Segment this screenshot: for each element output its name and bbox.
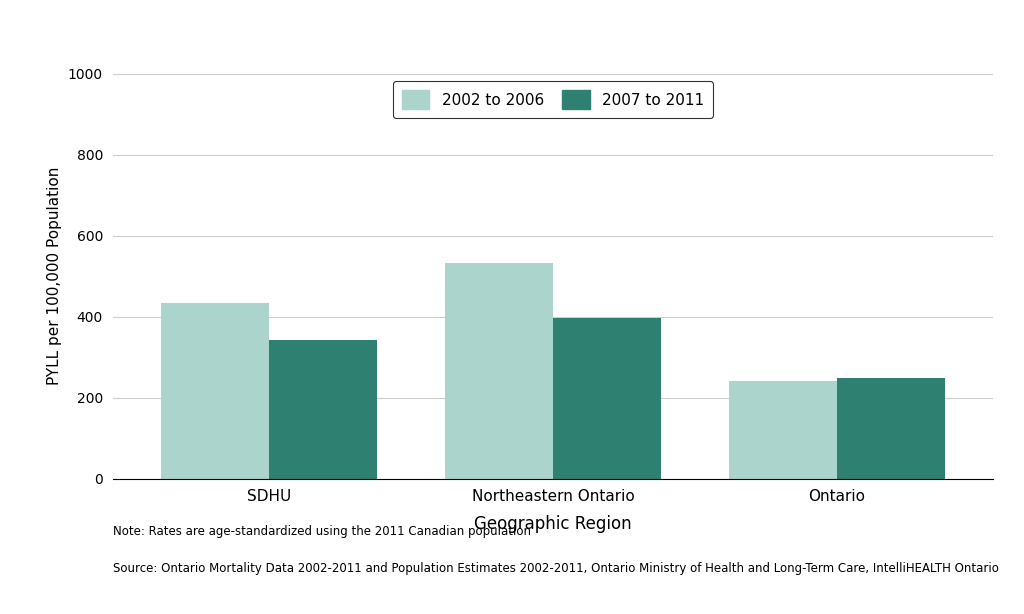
Legend: 2002 to 2006, 2007 to 2011: 2002 to 2006, 2007 to 2011 [393, 81, 713, 119]
Bar [445, 263, 553, 479]
Bar [837, 378, 945, 479]
Y-axis label: PYLL per 100,000 Population: PYLL per 100,000 Population [47, 167, 62, 386]
Text: Source: Ontario Mortality Data 2002-2011 and Population Estimates 2002-2011, Ont: Source: Ontario Mortality Data 2002-2011… [113, 562, 998, 575]
Bar [161, 303, 269, 479]
Bar [553, 317, 660, 479]
Bar [729, 381, 837, 479]
Text: Note: Rates are age-standardized using the 2011 Canadian population: Note: Rates are age-standardized using t… [113, 525, 530, 538]
Bar [269, 340, 377, 479]
X-axis label: Geographic Region: Geographic Region [474, 515, 632, 533]
